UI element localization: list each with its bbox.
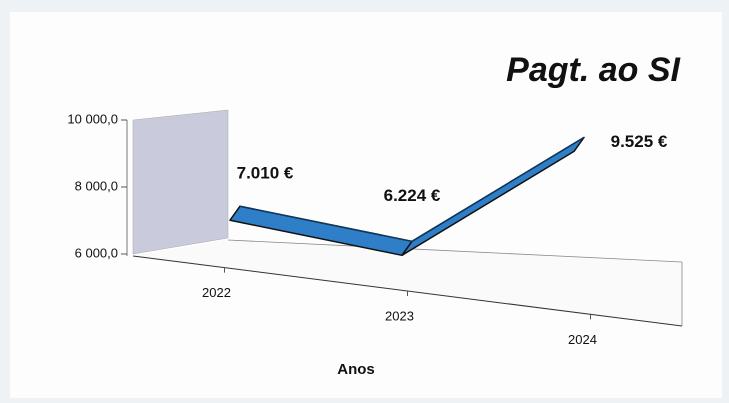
floor [133, 240, 682, 326]
data-label: 9.525 € [611, 132, 668, 151]
data-label: 7.010 € [237, 164, 294, 183]
back-wall [132, 109, 229, 255]
chart-title: Pagt. ao SI [506, 51, 681, 89]
line-edge [239, 136, 585, 242]
x-tick-label: 2023 [385, 308, 414, 323]
y-tick-label: 6 000,0 [75, 245, 118, 260]
floor-back-edge [227, 239, 683, 263]
data-label: 6.224 € [384, 186, 441, 205]
y-tick-label: 8 000,0 [75, 178, 118, 193]
x-tick-label: 2024 [568, 332, 597, 347]
y-tick-label: 10 000,0 [67, 111, 118, 126]
chart-area [10, 12, 722, 398]
x-axis-label: Anos [337, 361, 375, 378]
x-tick-label: 2022 [202, 285, 231, 300]
